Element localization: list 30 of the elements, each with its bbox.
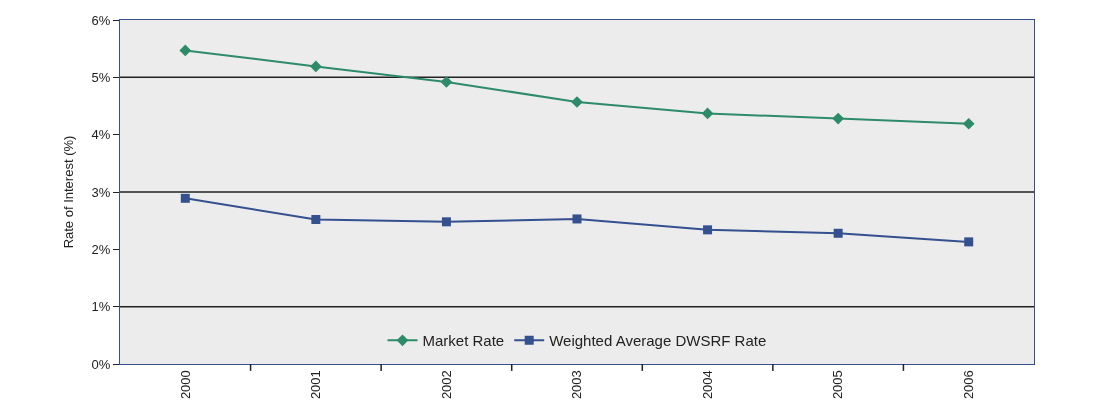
y-tick-label: 0% [91,356,111,372]
point [832,112,844,125]
x-tick-label: 2004 [699,370,715,400]
point [962,117,975,130]
x-tick-label: 2003 [569,370,585,400]
y-tick-label: 1% [91,299,111,315]
point [180,193,190,203]
point [703,225,713,235]
x-tick-label: 2002 [438,370,454,400]
y-tick-label: 4% [91,127,111,143]
point [310,60,322,73]
y-tick-label: 5% [91,69,111,85]
x-tick-label: 2001 [308,370,324,400]
point [964,237,974,247]
point [833,228,843,238]
y-tick-label: 6% [91,12,111,28]
x-tick-label: 2005 [830,370,846,400]
point [179,44,192,57]
point [440,76,453,88]
y-tick-label: 3% [91,184,111,200]
x-tick-label: 2000 [177,370,193,400]
point [441,217,451,227]
y-axis-title: Rate of Interest (%) [60,135,76,249]
point [572,214,582,224]
x-tick-label: 2006 [960,370,976,400]
y-tick-label: 2% [91,241,111,257]
legend-label: Weighted Average DWSRF Rate [549,332,767,350]
point [311,215,321,225]
point [701,107,714,120]
legend-label: Market Rate [422,332,505,350]
